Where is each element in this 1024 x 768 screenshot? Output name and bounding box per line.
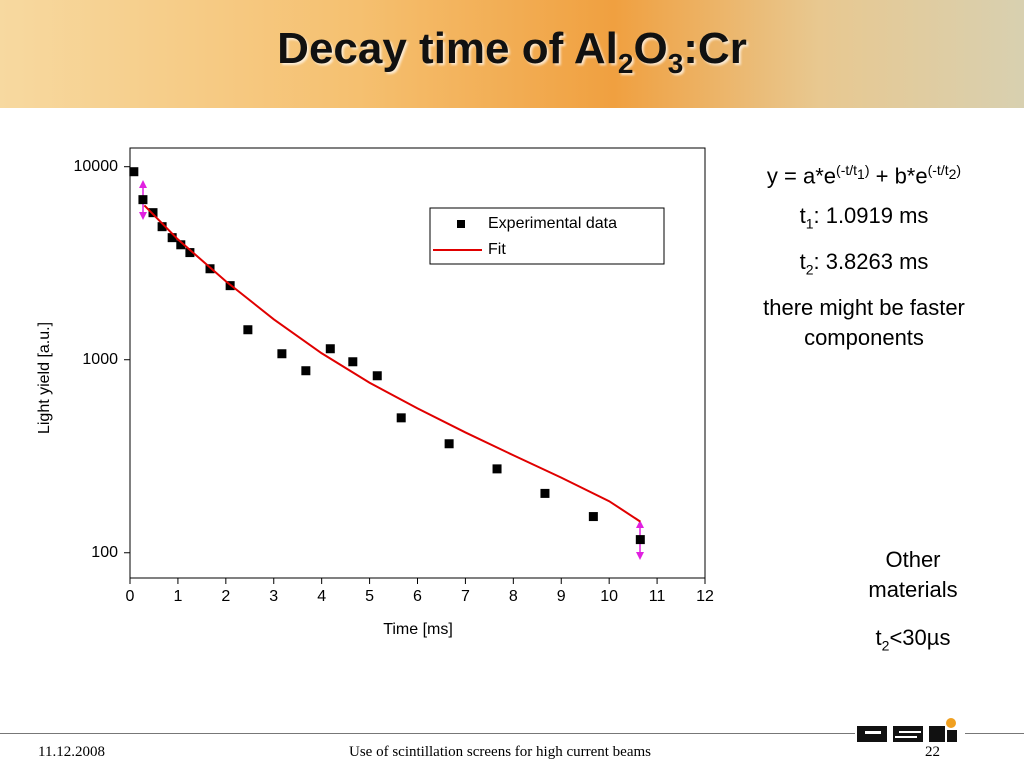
legend-box: [429, 207, 665, 265]
text: t: [799, 203, 806, 228]
title-text: :Cr: [683, 24, 747, 73]
data-point: [635, 535, 645, 545]
data-point: [157, 222, 167, 232]
data-point: [444, 439, 454, 449]
data-point: [492, 464, 502, 474]
text: 2: [881, 637, 890, 654]
data-point: [138, 195, 148, 205]
data-point: [185, 248, 195, 258]
x-tick-label: 10: [600, 588, 618, 605]
data-point: [176, 240, 186, 250]
title-sub: 3: [667, 47, 684, 79]
data-point: [167, 233, 177, 243]
formula: y = a*e(-t/t1) + b*e(-t/t2): [734, 155, 994, 191]
header-band: [0, 0, 1024, 108]
data-point: [540, 488, 550, 498]
x-tick-label: 4: [317, 588, 326, 605]
text: : 1.0919 ms: [813, 203, 929, 228]
legend-marker: [457, 220, 465, 228]
data-point: [129, 167, 139, 177]
x-tick-label: 11: [649, 588, 666, 605]
slide-title: Decay time of Al2O3:Cr: [0, 24, 1024, 80]
data-point: [243, 325, 253, 335]
title-text: Decay time of Al: [277, 24, 618, 73]
t1: t1: 1.0919 ms: [734, 201, 994, 238]
footer-page: 22: [925, 744, 940, 760]
note: there might be faster components: [763, 295, 965, 350]
data-point: [277, 349, 287, 359]
text: y = a*e: [766, 163, 837, 189]
text: + b*e: [869, 163, 928, 189]
x-tick-label: 3: [269, 588, 278, 605]
text: t: [799, 249, 806, 274]
x-tick-label: 9: [557, 588, 566, 605]
data-point: [301, 366, 311, 376]
text: ): [864, 162, 870, 178]
data-point: [348, 357, 358, 367]
text: 1: [805, 215, 814, 232]
data-point: [148, 208, 158, 218]
legend-label: Fit: [488, 241, 506, 258]
x-tick-label: 12: [696, 588, 714, 605]
text: (-t/t: [836, 162, 858, 178]
text: (-t/t: [927, 162, 949, 178]
text: 1: [857, 165, 865, 182]
x-tick-label: 0: [126, 588, 135, 605]
footer-subject: Use of scintillation screens for high cu…: [349, 744, 651, 760]
x-tick-label: 5: [365, 588, 374, 605]
data-point: [325, 344, 335, 354]
text: ): [956, 162, 962, 178]
text: <30µs: [889, 625, 951, 650]
data-point: [372, 371, 382, 381]
x-tick-label: 2: [221, 588, 230, 605]
y-tick-label: 1000: [82, 351, 118, 368]
data-point: [588, 512, 598, 522]
x-tick-label: 8: [509, 588, 518, 605]
x-tick-label: 6: [413, 588, 422, 605]
data-point: [396, 413, 406, 423]
y-tick-label: 100: [91, 544, 118, 561]
text: 2: [948, 165, 957, 182]
x-axis-label: Time [ms]: [383, 621, 453, 638]
y-axis-label: Light yield [a.u.]: [36, 322, 53, 434]
x-tick-label: 7: [461, 588, 470, 605]
title-sub: 2: [617, 47, 634, 79]
footer-rule: [0, 733, 1024, 734]
title-text: O: [633, 24, 668, 73]
footer-date: 11.12.2008: [38, 744, 105, 760]
x-tick-label: 1: [173, 588, 182, 605]
text: t: [875, 625, 882, 650]
text: 2: [805, 261, 814, 278]
legend-label: Experimental data: [488, 215, 617, 232]
y-tick-label: 10000: [74, 158, 119, 175]
text: : 3.8263 ms: [813, 249, 929, 274]
fit-line: [143, 204, 641, 523]
other-materials: Other materials: [868, 547, 958, 602]
gsi-logo: [855, 718, 965, 742]
t2-other: t2<30µs: [850, 623, 976, 660]
t2: t2: 3.8263 ms: [734, 247, 994, 284]
